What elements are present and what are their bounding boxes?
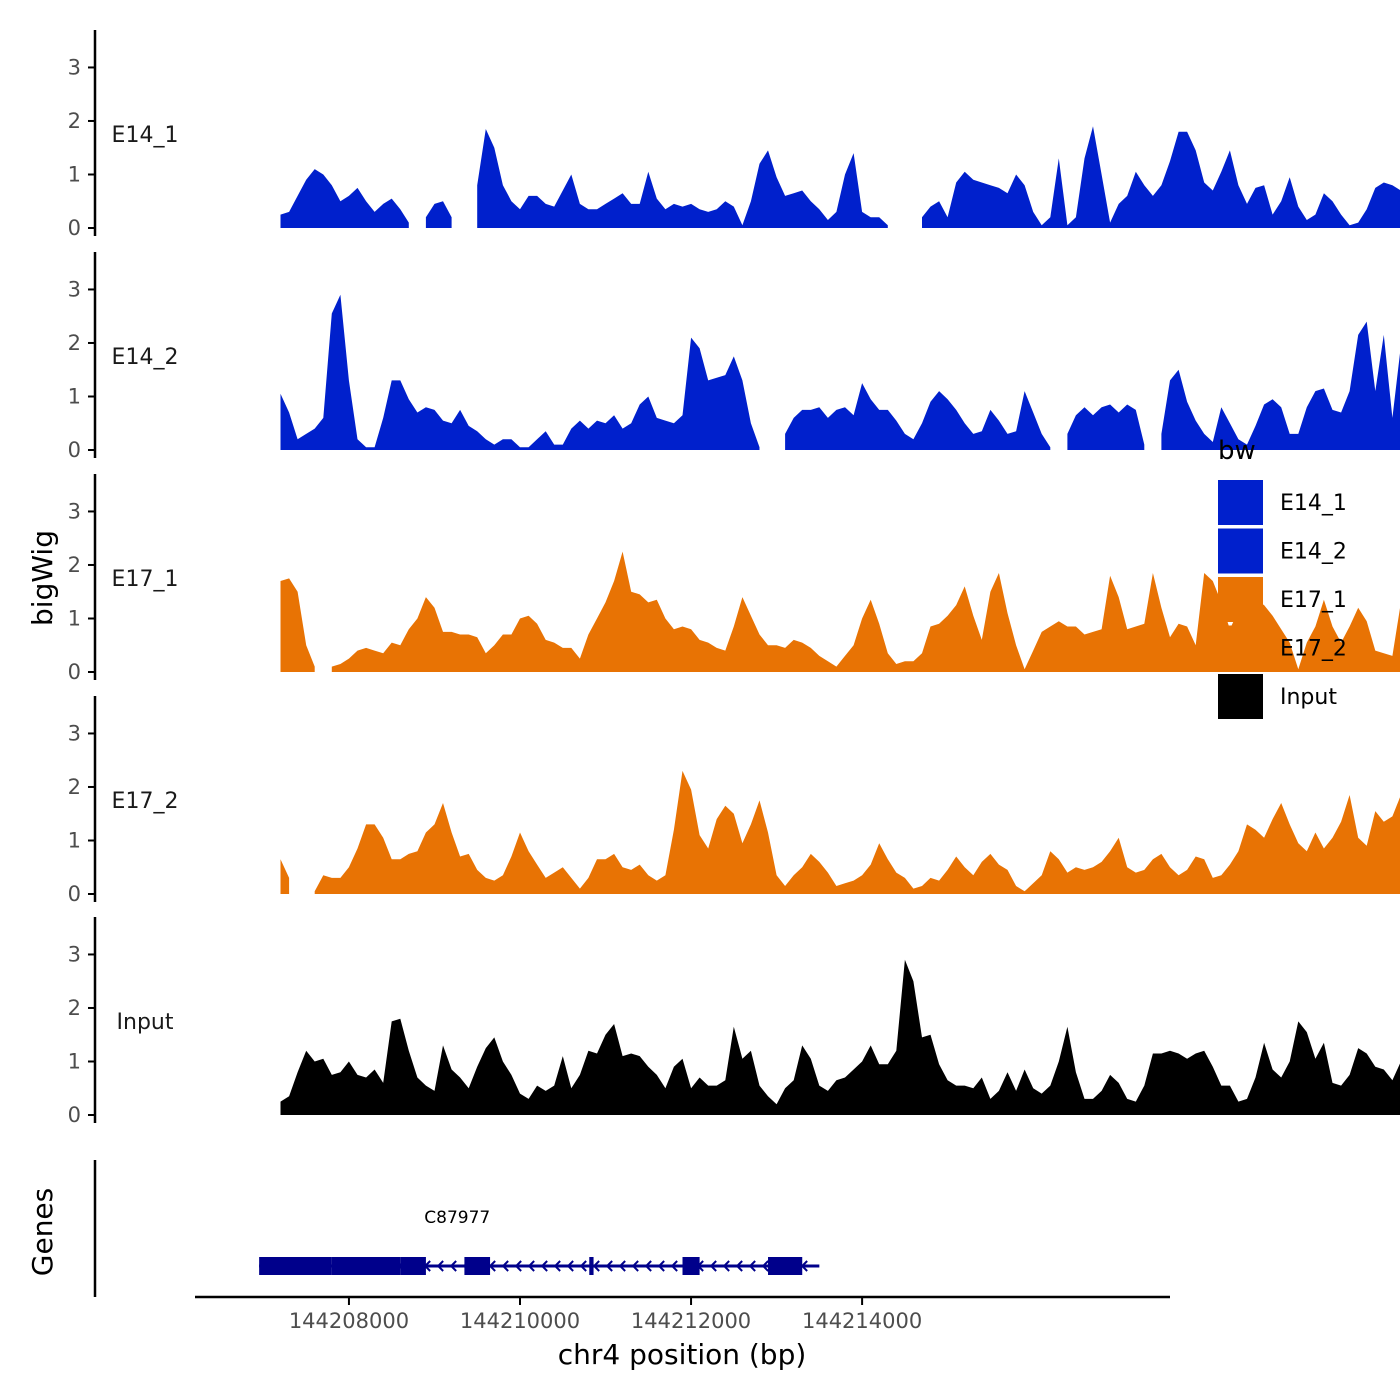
legend-label: E14_1 [1280, 491, 1347, 516]
strand-arrow [579, 1260, 587, 1272]
legend-swatch-e14_2 [1218, 528, 1263, 574]
signal-area [280, 294, 760, 450]
signal-area [280, 959, 1400, 1115]
x-tick-label: 144212000 [631, 1309, 751, 1333]
strand-arrow [670, 1260, 678, 1272]
strand-arrow [514, 1260, 522, 1272]
strand-arrow [501, 1260, 509, 1272]
track-label: E17_2 [112, 789, 179, 814]
legend-swatch-e17_2 [1218, 625, 1263, 671]
strand-arrow [605, 1260, 613, 1272]
y-tick-label: 3 [68, 499, 81, 523]
track-label: E14_2 [112, 345, 179, 370]
track-e17_1: 0 1 2 3 E17_1 [68, 474, 1400, 684]
y-tick-label: 2 [68, 109, 81, 133]
strand-arrow [488, 1260, 496, 1272]
strand-arrow [748, 1260, 756, 1272]
track-label: Input [117, 1010, 174, 1035]
strand-arrow [657, 1260, 665, 1272]
y-tick-label: 0 [68, 438, 81, 462]
gene-exon [464, 1257, 491, 1275]
x-axis-title: chr4 position (bp) [558, 1338, 807, 1371]
legend-swatch-input [1218, 674, 1263, 719]
strand-arrow [449, 1260, 457, 1272]
signal-area [477, 129, 888, 228]
y-tick-label: 3 [68, 277, 81, 301]
strand-arrow [618, 1260, 626, 1272]
gene-exon [400, 1257, 426, 1275]
signal-area [1161, 321, 1400, 450]
signal-area [1067, 404, 1145, 450]
strand-arrow [709, 1260, 717, 1272]
signal-area [314, 770, 1400, 894]
genes-track: C87977 [93, 1160, 820, 1297]
strand-arrow [761, 1260, 769, 1272]
legend-swatch-e17_1 [1218, 577, 1263, 622]
legend-swatch-e14_1 [1218, 480, 1263, 525]
gene-exon [589, 1257, 594, 1275]
strand-arrow [722, 1260, 730, 1272]
x-axis: 144208000 144210000 144212000 144214000 [195, 1295, 1170, 1333]
strand-arrow [553, 1260, 561, 1272]
x-tick-label: 144210000 [460, 1309, 580, 1333]
y-tick-label: 2 [68, 553, 81, 577]
gene-exon [259, 1257, 332, 1275]
track-e14_2: 0 1 2 3 E14_2 [68, 252, 1400, 462]
signal-area [280, 859, 290, 894]
legend-label: E14_2 [1280, 540, 1347, 565]
y-tick-label: 3 [68, 942, 81, 966]
signal-area [425, 201, 452, 228]
y-tick-label: 1 [68, 384, 81, 408]
x-tick-label: 144208000 [289, 1309, 409, 1333]
signal-tracks: 0 1 2 3 E14_1 0 1 2 3 E14_2 0 1 2 3 E17_1 0 1 2 3 E17_2 0 1 2 3… [68, 30, 1400, 1127]
gene-exon [331, 1257, 401, 1275]
y-axis-title: bigWig [26, 530, 59, 626]
track-input: 0 1 2 3 Input [68, 917, 1400, 1127]
y-tick-label: 0 [68, 882, 81, 906]
genes-axis-title: Genes [26, 1188, 59, 1276]
y-tick-label: 1 [68, 1049, 81, 1073]
signal-area [785, 383, 1051, 450]
gene-exon [682, 1257, 700, 1275]
strand-arrow [631, 1260, 639, 1272]
track-label: E14_1 [112, 123, 179, 148]
y-tick-label: 0 [68, 216, 81, 240]
y-tick-label: 3 [68, 55, 81, 79]
track-e17_2: 0 1 2 3 E17_2 [68, 696, 1400, 906]
signal-area [922, 126, 1400, 228]
y-tick-label: 2 [68, 331, 81, 355]
y-tick-label: 0 [68, 1103, 81, 1127]
y-tick-label: 2 [68, 775, 81, 799]
signal-area [280, 578, 315, 672]
y-tick-label: 1 [68, 606, 81, 630]
gene-name-label: C87977 [424, 1208, 490, 1228]
strand-arrow [436, 1260, 444, 1272]
legend: bw E14_1 E14_2 E17_1 E17_2 Input [1218, 436, 1347, 719]
y-tick-label: 2 [68, 996, 81, 1020]
strand-arrow [540, 1260, 548, 1272]
gene-exon [768, 1257, 803, 1275]
legend-label: Input [1280, 685, 1337, 710]
signal-area [280, 169, 409, 228]
strand-arrow [566, 1260, 574, 1272]
strand-arrow [527, 1260, 535, 1272]
signal-area [331, 551, 1400, 672]
legend-title: bw [1218, 436, 1256, 466]
track-e14_1: 0 1 2 3 E14_1 [68, 30, 1400, 240]
track-label: E17_1 [112, 567, 179, 592]
y-tick-label: 1 [68, 828, 81, 852]
x-tick-label: 144214000 [802, 1309, 922, 1333]
y-tick-label: 1 [68, 162, 81, 186]
legend-label: E17_1 [1280, 588, 1347, 613]
y-tick-label: 3 [68, 721, 81, 745]
strand-arrow [592, 1260, 600, 1272]
strand-arrow [735, 1260, 743, 1272]
y-tick-label: 0 [68, 660, 81, 684]
legend-label: E17_2 [1280, 637, 1347, 662]
strand-arrow [644, 1260, 652, 1272]
